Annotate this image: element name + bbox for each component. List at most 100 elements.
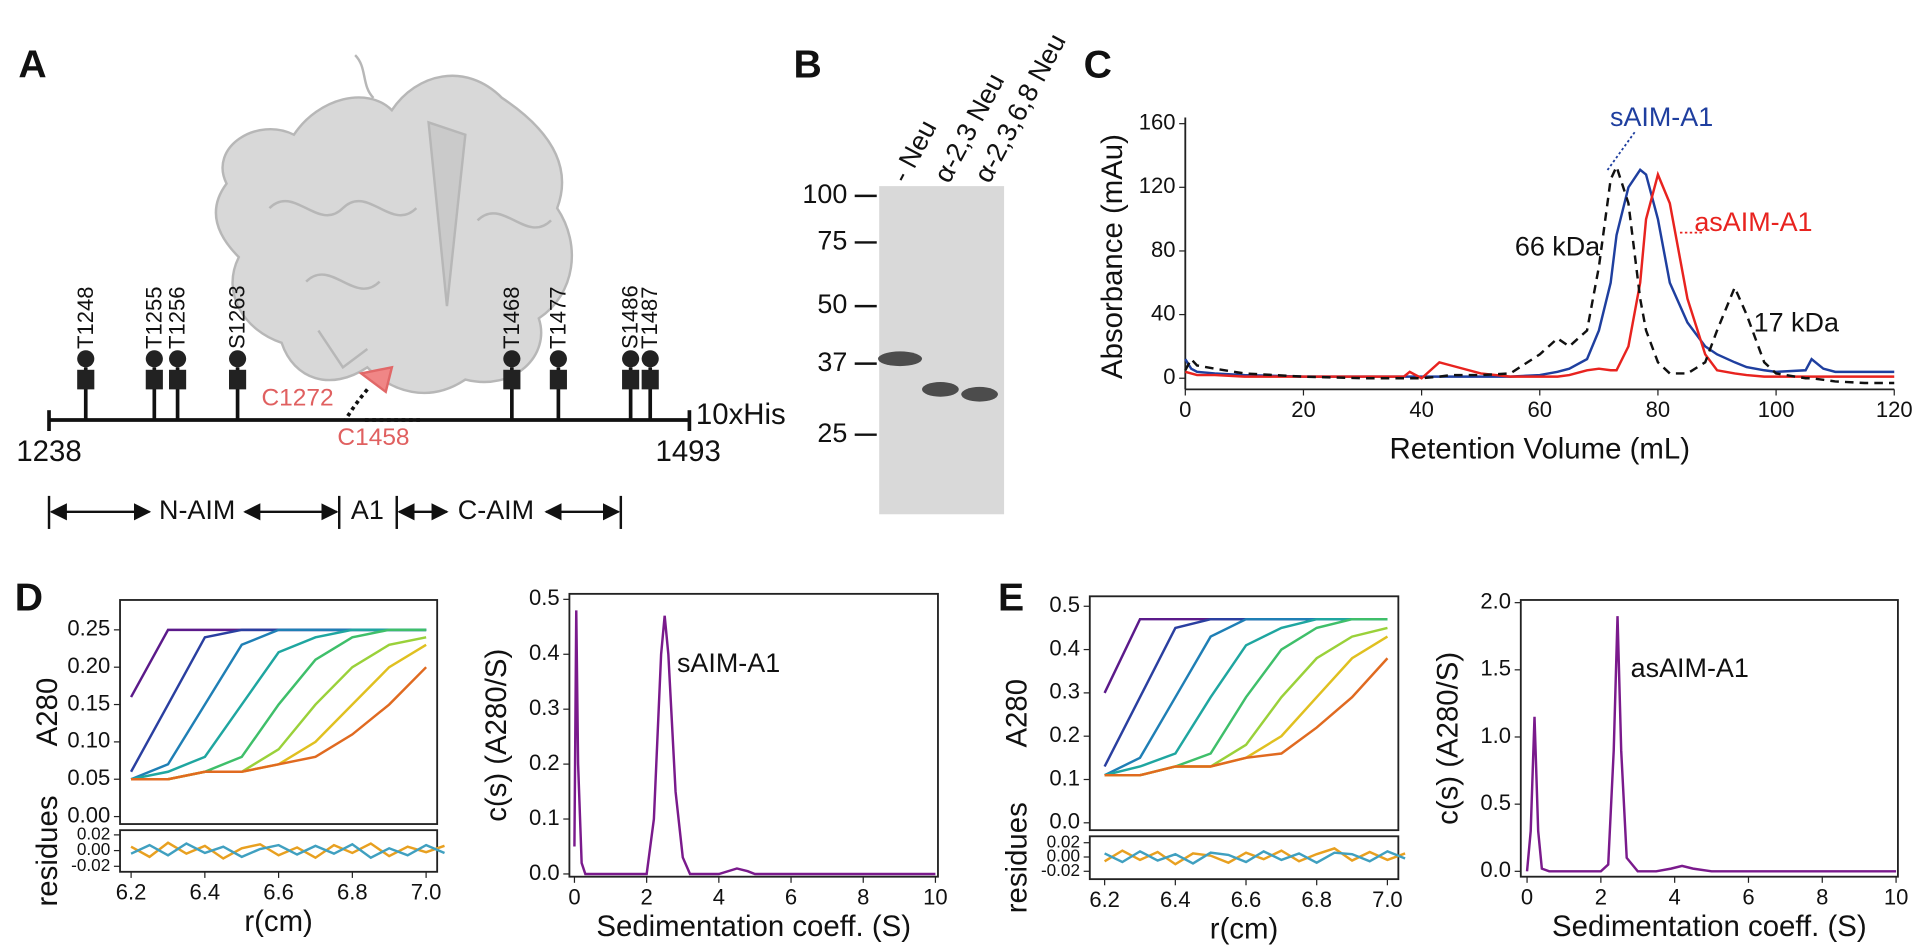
disulfide xyxy=(343,388,423,422)
start-residue: 1238 xyxy=(16,435,81,468)
y-axis-label: c(s) (A280/S) xyxy=(480,649,513,822)
y-tick-label: -0.02 xyxy=(1041,860,1080,880)
series-label: sAIM-A1 xyxy=(1610,102,1713,132)
series-label: asAIM-A1 xyxy=(1631,653,1749,683)
glyco-circle xyxy=(77,350,95,368)
y-tick-label: 1.0 xyxy=(1480,723,1511,748)
series-line xyxy=(1184,168,1895,378)
glyco-square xyxy=(622,369,640,390)
glyco-circle xyxy=(503,350,521,368)
panel-letter: E xyxy=(998,576,1024,619)
x-tick-label: 6.8 xyxy=(337,880,368,905)
series-line xyxy=(129,628,427,698)
tag-label: 10xHis xyxy=(696,398,786,431)
y-tick-label: 0.00 xyxy=(77,839,110,859)
y-tick-label: 0.2 xyxy=(529,750,560,775)
y-tick-label: 0.02 xyxy=(1047,831,1080,851)
y-tick-label: 0.5 xyxy=(1049,592,1080,617)
site-label: T1255 xyxy=(141,287,166,349)
end-residue: 1493 xyxy=(655,435,720,468)
panel-letter: C xyxy=(1084,44,1112,87)
y-tick-label: 0.4 xyxy=(1049,635,1080,660)
plot-frame xyxy=(1519,599,1899,878)
x-axis-label: Retention Volume (mL) xyxy=(1390,432,1690,465)
series-line xyxy=(1104,617,1388,777)
domain-label: A1 xyxy=(351,495,384,525)
series-label: asAIM-A1 xyxy=(1694,207,1812,237)
x-tick-label: 7.0 xyxy=(411,880,442,905)
y-tick-label: 0.5 xyxy=(1480,790,1511,815)
series-line xyxy=(130,628,427,781)
y-tick-label: 0.25 xyxy=(67,616,110,641)
site-label: S1263 xyxy=(225,285,250,349)
y-tick-label: 0.5 xyxy=(529,585,560,610)
gel-band xyxy=(877,351,923,367)
marker-label: 25 xyxy=(817,418,847,448)
plot-frame xyxy=(1088,835,1400,881)
x-tick-label: 7.0 xyxy=(1372,887,1403,912)
series-line xyxy=(1104,617,1388,777)
y-tick-label: -0.02 xyxy=(71,855,110,875)
x-tick-label: 20 xyxy=(1291,397,1315,422)
plot-frame xyxy=(119,599,439,825)
y-tick-label: 1.5 xyxy=(1480,656,1511,681)
x-tick-label: 80 xyxy=(1646,397,1670,422)
y-tick-label: 0.0 xyxy=(1480,857,1511,882)
y-axis-label: c(s) (A280/S) xyxy=(1432,652,1465,825)
series-line xyxy=(1104,657,1389,777)
x-tick-label: 6 xyxy=(785,885,797,910)
panel-letter: D xyxy=(15,576,43,619)
gel-band xyxy=(961,386,998,402)
series-line xyxy=(130,842,445,860)
domain-label: C-AIM xyxy=(458,495,534,525)
x-tick-label: 6.4 xyxy=(1160,887,1191,912)
site-label: T1487 xyxy=(637,287,662,349)
series-line xyxy=(130,841,445,860)
glyco-square xyxy=(641,369,659,390)
site-label: S1486 xyxy=(618,285,643,349)
x-tick-label: 2 xyxy=(1595,885,1607,910)
y-tick-label: 0.0 xyxy=(529,860,560,885)
series-line xyxy=(1184,163,1895,385)
glyco-circle xyxy=(169,350,187,368)
series-line xyxy=(1104,635,1389,777)
x-axis-label: Sedimentation coeff. (S) xyxy=(596,910,911,943)
annotation: 66 kDa xyxy=(1515,232,1600,262)
x-tick-label: 6.2 xyxy=(116,880,147,905)
marker-label: 75 xyxy=(817,226,847,256)
gel xyxy=(879,186,1005,515)
x-tick-label: 6.8 xyxy=(1301,887,1332,912)
x-tick-label: 4 xyxy=(713,885,725,910)
glyco-circle xyxy=(549,350,567,368)
x-tick-label: 6.4 xyxy=(190,880,221,905)
domain-label: N-AIM xyxy=(159,495,235,525)
plot-frame xyxy=(568,592,939,878)
y-tick-label: 0.3 xyxy=(529,695,560,720)
glyco-square xyxy=(169,369,187,390)
marker-label: 50 xyxy=(817,289,847,319)
x-tick-label: 8 xyxy=(857,885,869,910)
leader xyxy=(1605,131,1636,172)
x-tick-label: 6.6 xyxy=(263,880,294,905)
glyco-circle xyxy=(229,350,247,368)
y-tick-label: 0.3 xyxy=(1049,679,1080,704)
annotation: 17 kDa xyxy=(1754,308,1839,338)
y-tick-label: 0.00 xyxy=(1047,846,1080,866)
x-tick-label: 60 xyxy=(1528,397,1553,422)
y-tick-label: 0.1 xyxy=(529,805,560,830)
x-tick-label: 40 xyxy=(1409,397,1434,422)
x-axis-label: r(cm) xyxy=(1210,912,1279,945)
y-tick-label: 0.05 xyxy=(67,765,110,790)
y-tick-label: 2.0 xyxy=(1480,588,1511,613)
x-tick-label: 0 xyxy=(568,885,580,910)
protein-structure xyxy=(214,54,574,395)
x-tick-label: 100 xyxy=(1758,397,1795,422)
series-line xyxy=(131,666,428,781)
plot-frame xyxy=(1088,595,1400,832)
y-tick-label: 120 xyxy=(1139,173,1176,198)
x-tick-label: 6.2 xyxy=(1089,887,1120,912)
x-tick-label: 4 xyxy=(1669,885,1681,910)
y-tick-label: 0.00 xyxy=(67,802,110,827)
y-axis-label: Absorbance (mAu) xyxy=(1096,134,1129,379)
